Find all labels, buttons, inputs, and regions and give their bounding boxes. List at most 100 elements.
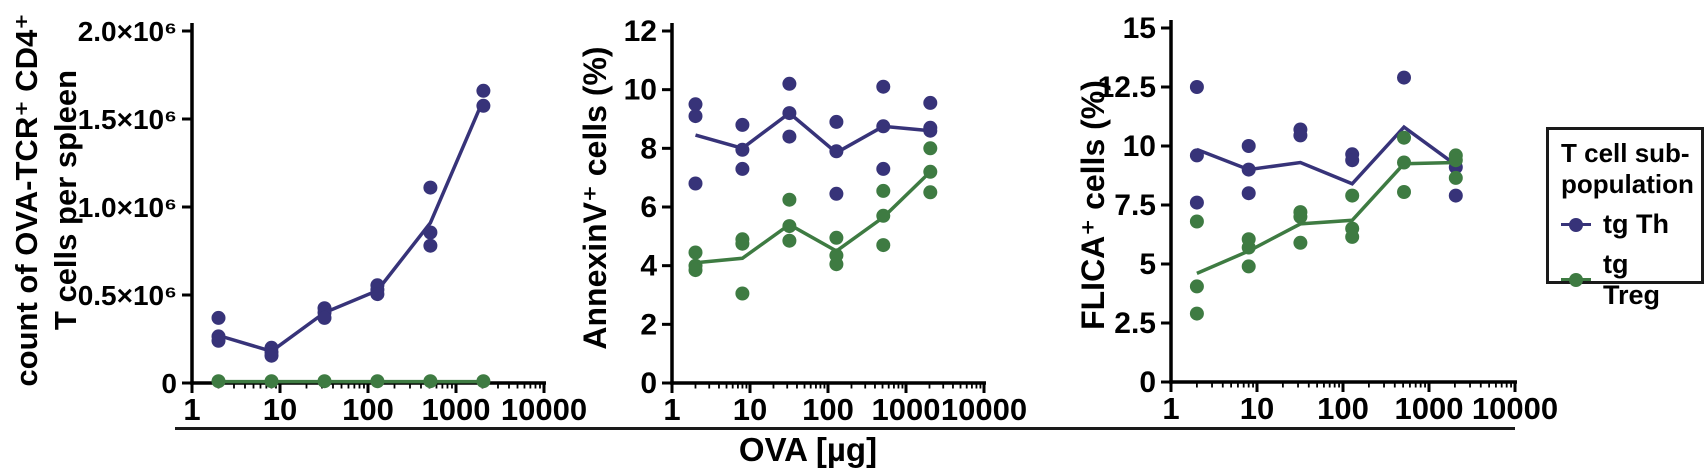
y-tick-label: 0 — [161, 368, 177, 399]
data-point — [829, 114, 844, 129]
series-tg-treg — [1189, 130, 1463, 321]
data-point — [1189, 279, 1204, 294]
x-tick-label: 1000 — [872, 392, 941, 427]
data-point — [476, 98, 491, 113]
data-point — [923, 95, 938, 110]
legend-entry-tg-th-label: tg Th — [1603, 209, 1669, 239]
flica-plot: 0 2.5 5 7.5 10 12.5 15 1 10 100 1000 10000 — [1098, 12, 1559, 426]
data-point — [1397, 70, 1411, 85]
series-tg-th — [1189, 70, 1463, 210]
data-point — [476, 83, 491, 98]
data-point — [923, 185, 938, 200]
x-tick-label: 10 — [263, 392, 297, 427]
y-tick-label: 12 — [624, 15, 657, 48]
series-tg-treg — [688, 141, 938, 301]
data-point — [829, 144, 844, 159]
count-plot: 0 0.5×10⁶ 1.0×10⁶ 1.5×10⁶ 2.0×10⁶ 1 10 100 1000 1… — [78, 16, 587, 427]
data-point — [688, 176, 703, 191]
series-tg-treg — [211, 374, 491, 389]
legend-entry-tg-treg-label: tg Treg — [1603, 249, 1661, 310]
tg-treg-marker-icon — [1561, 272, 1591, 288]
mean-line — [1196, 160, 1456, 276]
axes: 0 2.5 5 7.5 10 12.5 15 1 10 100 1000 10000 — [1098, 12, 1559, 426]
data-point — [829, 230, 844, 245]
data-point — [1397, 155, 1411, 170]
axes: 0 0.5×10⁶ 1.0×10⁶ 1.5×10⁶ 2.0×10⁶ 1 10 100 1000 1… — [78, 16, 587, 427]
x-axis-rule — [175, 427, 1515, 430]
x-tick-label: 1 — [183, 392, 200, 427]
y-tick-label: 10 — [1123, 130, 1156, 163]
data-point — [688, 245, 703, 260]
data-point — [370, 374, 385, 389]
x-tick-label: 10 — [733, 392, 767, 427]
data-point — [1189, 306, 1204, 321]
x-tick-label: 10 — [1240, 391, 1274, 426]
mean-line — [218, 98, 486, 354]
data-point — [735, 161, 750, 176]
x-tick-label: 10000 — [501, 392, 587, 427]
x-tick-label: 1000 — [1395, 391, 1464, 426]
data-point — [829, 257, 844, 272]
legend-entry-tg-treg: tg Treg — [1561, 249, 1691, 311]
data-point — [1448, 153, 1463, 168]
data-point — [1345, 229, 1360, 244]
data-point — [211, 374, 226, 389]
data-point — [735, 236, 750, 251]
y-tick-label: 0 — [1139, 366, 1156, 399]
data-point — [211, 333, 226, 348]
data-point — [317, 310, 332, 325]
mean-line — [1196, 124, 1457, 186]
data-point — [1189, 195, 1204, 210]
y-tick-label: 5 — [1139, 248, 1156, 281]
mean-line — [695, 110, 931, 155]
data-point — [876, 161, 891, 176]
x-tick-label: 1000 — [422, 392, 491, 427]
data-point — [476, 374, 491, 389]
data-point — [829, 186, 844, 201]
data-point — [735, 142, 750, 157]
legend-title: T cell sub- population — [1561, 138, 1694, 200]
data-point — [1345, 153, 1360, 168]
y-tick-label: 1.0×10⁶ — [78, 192, 177, 223]
data-point — [264, 374, 279, 389]
x-tick-label: 10000 — [1472, 391, 1558, 426]
legend-title-line1: T cell sub- — [1561, 138, 1690, 168]
data-point — [876, 238, 891, 253]
data-point — [423, 374, 438, 389]
data-point — [688, 263, 703, 278]
tg-th-marker-icon — [1561, 217, 1591, 233]
data-point — [211, 310, 226, 325]
data-point — [876, 183, 891, 198]
data-point — [735, 117, 750, 132]
data-point — [1345, 188, 1360, 203]
data-point — [1189, 148, 1204, 163]
data-point — [876, 208, 891, 223]
data-point — [876, 79, 891, 94]
series-tg-th — [688, 76, 938, 201]
data-point — [923, 123, 938, 138]
y-tick-label: 2.0×10⁶ — [78, 16, 177, 47]
data-point — [876, 119, 891, 134]
data-point — [1241, 259, 1256, 274]
count-plot-y-axis-title: count of OVA-TCR⁺ CD4⁺ T cells per splee… — [7, 0, 85, 405]
data-point — [264, 348, 279, 363]
data-point — [1293, 128, 1308, 143]
data-point — [688, 97, 703, 112]
y-tick-label: 15 — [1123, 12, 1156, 45]
data-point — [782, 192, 797, 207]
count-plot-y-axis-title-line1: count of OVA-TCR⁺ CD4⁺ — [9, 13, 44, 387]
y-tick-label: 2 — [640, 308, 657, 341]
data-point — [1241, 240, 1256, 255]
data-point — [1241, 139, 1256, 153]
y-tick-label: 7.5 — [1114, 189, 1156, 222]
x-tick-label: 100 — [802, 392, 854, 427]
data-point — [1189, 80, 1204, 94]
data-point — [923, 141, 938, 156]
y-tick-label: 6 — [640, 191, 657, 224]
data-point — [782, 76, 797, 91]
series-tg-th — [211, 83, 491, 363]
x-tick-label: 1 — [663, 392, 680, 427]
y-tick-label: 1.5×10⁶ — [78, 104, 177, 135]
x-tick-label: 10000 — [941, 392, 1027, 427]
